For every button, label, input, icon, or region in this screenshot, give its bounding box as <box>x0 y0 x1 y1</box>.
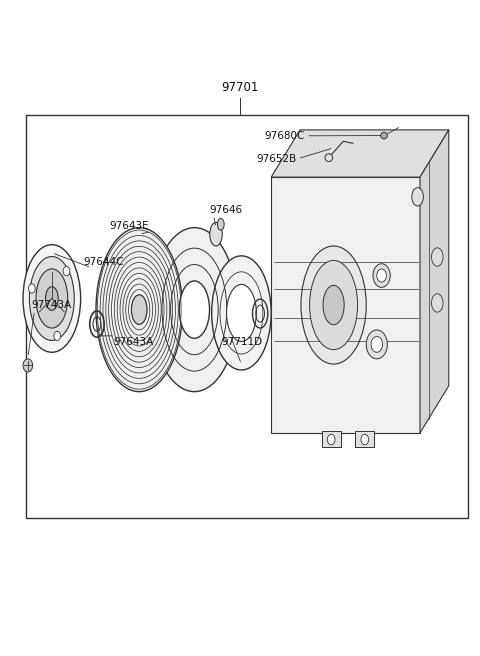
Ellipse shape <box>23 245 81 352</box>
Text: 97643A: 97643A <box>113 337 154 347</box>
Ellipse shape <box>28 284 35 293</box>
Ellipse shape <box>412 188 423 206</box>
Bar <box>26 115 468 518</box>
Polygon shape <box>271 177 420 433</box>
Ellipse shape <box>210 222 222 246</box>
Polygon shape <box>271 130 449 177</box>
Text: 97652B: 97652B <box>256 154 297 164</box>
Ellipse shape <box>377 269 386 282</box>
Ellipse shape <box>132 295 147 324</box>
Ellipse shape <box>217 218 224 230</box>
Ellipse shape <box>381 133 387 139</box>
Ellipse shape <box>373 264 390 287</box>
Ellipse shape <box>63 266 70 276</box>
Ellipse shape <box>96 228 182 392</box>
Ellipse shape <box>301 246 366 364</box>
Ellipse shape <box>432 294 443 312</box>
Ellipse shape <box>29 256 74 340</box>
Text: 97701: 97701 <box>221 81 259 94</box>
Ellipse shape <box>151 228 238 392</box>
Polygon shape <box>420 130 449 433</box>
Ellipse shape <box>327 434 335 445</box>
Ellipse shape <box>212 256 271 370</box>
Text: 97643E: 97643E <box>109 221 149 231</box>
Ellipse shape <box>361 434 369 445</box>
Text: 97680C: 97680C <box>264 131 305 141</box>
Ellipse shape <box>54 331 60 340</box>
Ellipse shape <box>23 359 33 372</box>
Text: 97711D: 97711D <box>222 337 263 347</box>
Ellipse shape <box>371 337 383 352</box>
Text: 97743A: 97743A <box>31 300 72 310</box>
Ellipse shape <box>310 260 358 350</box>
Bar <box>355 431 374 447</box>
Text: 97644C: 97644C <box>83 257 123 267</box>
Ellipse shape <box>325 154 333 161</box>
Ellipse shape <box>179 281 209 338</box>
Ellipse shape <box>366 330 387 359</box>
Ellipse shape <box>36 269 68 328</box>
Text: 97646: 97646 <box>210 205 243 215</box>
Ellipse shape <box>323 285 344 325</box>
Ellipse shape <box>46 287 58 310</box>
Ellipse shape <box>432 248 443 266</box>
Bar <box>322 431 341 447</box>
Ellipse shape <box>227 285 256 341</box>
